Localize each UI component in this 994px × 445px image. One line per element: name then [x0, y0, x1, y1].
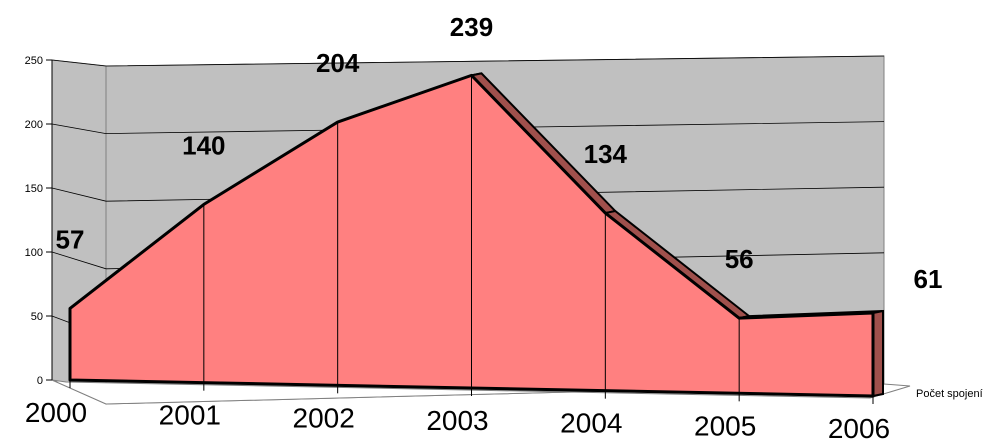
- x-axis-ticks: 2000 2001 2002 2003 2004 2005 2006: [25, 380, 890, 444]
- data-label: 140: [182, 130, 225, 160]
- series-axis-label: Počet spojení: [916, 388, 983, 400]
- x-tick-label: 2000: [25, 397, 87, 428]
- gridline: [51, 121, 885, 135]
- floor: [51, 379, 911, 405]
- data-label: 57: [56, 224, 85, 254]
- y-tick-label: 150: [25, 183, 43, 195]
- y-tick-label: 100: [25, 247, 43, 259]
- data-label: 239: [450, 12, 493, 42]
- x-tick-label: 2002: [293, 402, 355, 433]
- y-tick-label: 250: [25, 55, 43, 67]
- gridline: [51, 186, 885, 202]
- data-labels: 57 140 204 239 134 56 61: [56, 12, 943, 294]
- x-tick-label: 2001: [159, 400, 221, 431]
- y-tick-label: 0: [37, 375, 43, 387]
- x-tick-label: 2006: [828, 413, 890, 444]
- y-tick-label: 50: [31, 311, 43, 323]
- data-label: 61: [914, 264, 943, 294]
- y-tick-label: 200: [25, 119, 43, 131]
- data-label: 204: [316, 48, 360, 78]
- data-label: 56: [725, 244, 754, 274]
- area-series: [68, 72, 884, 398]
- y-axis-ticks: 0 50 100 150 200 250: [25, 55, 53, 387]
- gridline: [51, 55, 885, 67]
- x-tick-label: 2005: [694, 410, 756, 441]
- data-label: 134: [584, 139, 628, 169]
- x-tick-label: 2004: [560, 408, 622, 439]
- x-tick-label: 2003: [426, 405, 488, 436]
